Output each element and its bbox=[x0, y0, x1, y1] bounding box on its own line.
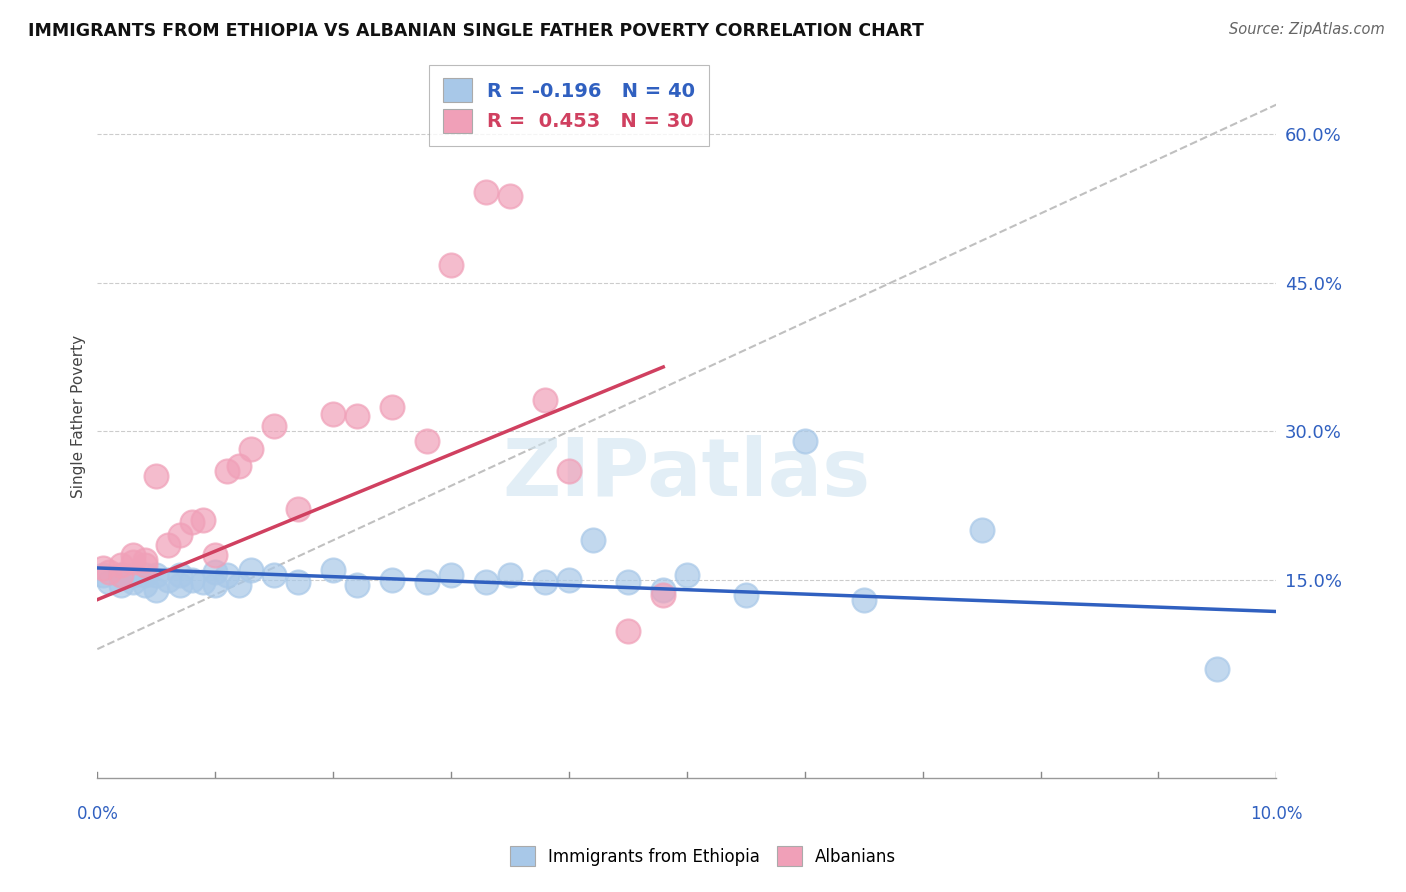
Point bbox=[180, 573, 202, 587]
Point bbox=[215, 464, 238, 478]
Point bbox=[134, 558, 156, 572]
Point bbox=[110, 567, 132, 582]
Point bbox=[322, 563, 344, 577]
Point bbox=[287, 501, 309, 516]
Text: 0.0%: 0.0% bbox=[76, 805, 118, 823]
Point bbox=[204, 565, 226, 579]
Point bbox=[558, 573, 581, 587]
Point bbox=[416, 434, 439, 449]
Point bbox=[287, 574, 309, 589]
Point bbox=[852, 592, 875, 607]
Point bbox=[734, 588, 756, 602]
Point bbox=[98, 574, 121, 589]
Point bbox=[263, 419, 285, 434]
Text: Source: ZipAtlas.com: Source: ZipAtlas.com bbox=[1229, 22, 1385, 37]
Point bbox=[169, 578, 191, 592]
Legend: Immigrants from Ethiopia, Albanians: Immigrants from Ethiopia, Albanians bbox=[503, 839, 903, 873]
Point bbox=[134, 578, 156, 592]
Point bbox=[145, 567, 167, 582]
Text: ZIPatlas: ZIPatlas bbox=[503, 435, 870, 513]
Point bbox=[180, 516, 202, 530]
Point bbox=[239, 563, 262, 577]
Point bbox=[134, 567, 156, 582]
Point bbox=[121, 567, 143, 582]
Point bbox=[440, 258, 463, 272]
Point bbox=[676, 567, 699, 582]
Point bbox=[499, 188, 522, 202]
Point bbox=[121, 555, 143, 569]
Point bbox=[228, 458, 250, 473]
Point bbox=[322, 407, 344, 421]
Point bbox=[204, 578, 226, 592]
Point bbox=[239, 442, 262, 457]
Point bbox=[652, 588, 675, 602]
Point bbox=[145, 468, 167, 483]
Point bbox=[204, 548, 226, 562]
Point bbox=[91, 561, 114, 575]
Point bbox=[534, 574, 557, 589]
Point bbox=[970, 524, 993, 538]
Point bbox=[652, 582, 675, 597]
Point bbox=[793, 434, 815, 449]
Text: IMMIGRANTS FROM ETHIOPIA VS ALBANIAN SINGLE FATHER POVERTY CORRELATION CHART: IMMIGRANTS FROM ETHIOPIA VS ALBANIAN SIN… bbox=[28, 22, 924, 40]
Point bbox=[475, 185, 498, 199]
Point bbox=[617, 574, 640, 589]
Point bbox=[121, 548, 143, 562]
Point bbox=[534, 392, 557, 407]
Point bbox=[499, 567, 522, 582]
Point bbox=[169, 528, 191, 542]
Point bbox=[558, 464, 581, 478]
Point bbox=[617, 624, 640, 639]
Point bbox=[346, 578, 368, 592]
Point bbox=[98, 565, 121, 579]
Text: 10.0%: 10.0% bbox=[1250, 805, 1302, 823]
Point bbox=[475, 574, 498, 589]
Point bbox=[157, 538, 180, 552]
Point bbox=[381, 400, 404, 414]
Point bbox=[416, 574, 439, 589]
Point bbox=[381, 573, 404, 587]
Point bbox=[110, 567, 132, 582]
Point bbox=[193, 513, 215, 527]
Point bbox=[215, 567, 238, 582]
Point bbox=[1206, 662, 1229, 676]
Point bbox=[228, 578, 250, 592]
Point bbox=[440, 567, 463, 582]
Point bbox=[145, 582, 167, 597]
Point bbox=[157, 573, 180, 587]
Point bbox=[121, 574, 143, 589]
Point bbox=[581, 533, 603, 548]
Point bbox=[110, 558, 132, 572]
Point bbox=[91, 567, 114, 582]
Point bbox=[110, 578, 132, 592]
Point bbox=[169, 567, 191, 582]
Point bbox=[263, 567, 285, 582]
Y-axis label: Single Father Poverty: Single Father Poverty bbox=[72, 334, 86, 498]
Point bbox=[346, 409, 368, 424]
Point bbox=[134, 553, 156, 567]
Legend: R = -0.196   N = 40, R =  0.453   N = 30: R = -0.196 N = 40, R = 0.453 N = 30 bbox=[429, 65, 709, 146]
Point bbox=[193, 574, 215, 589]
